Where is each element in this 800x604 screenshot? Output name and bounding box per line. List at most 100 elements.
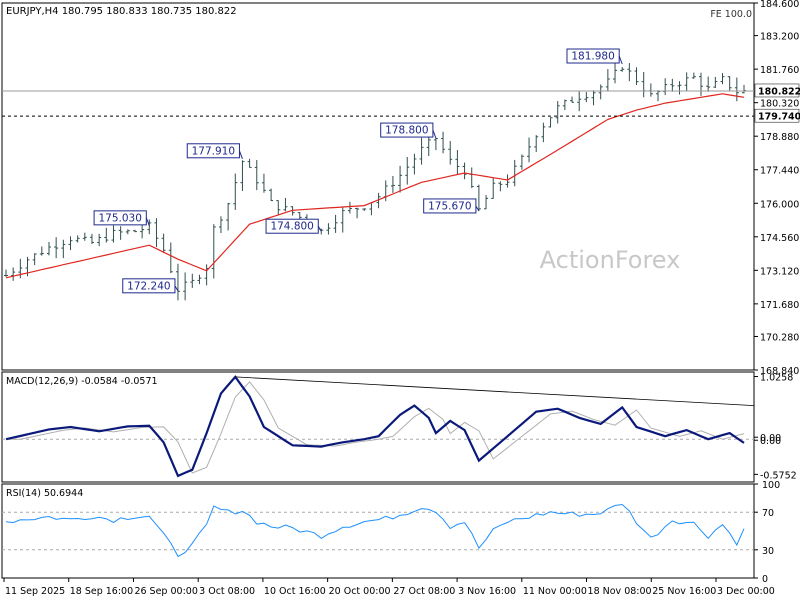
swing-label-text: 175.670 [428, 200, 471, 212]
price-bar [412, 153, 417, 175]
price-bar [97, 233, 102, 247]
price-bar [720, 73, 725, 85]
price-bar [269, 188, 274, 202]
price-bar [54, 237, 59, 259]
x-axis-tick-label: 3 Dec 00:00 [717, 586, 775, 597]
price-bar [405, 156, 410, 185]
x-axis-tick-label: 3 Oct 08:00 [199, 586, 255, 597]
y-axis-tick-label: 180.320 [760, 99, 799, 110]
macd-signal-line [6, 381, 745, 474]
swing-label: 181.980 [566, 48, 623, 65]
price-bar [519, 154, 524, 170]
price-bar [218, 216, 223, 234]
price-bar [663, 78, 668, 96]
y-axis-tick-label: 184.600 [760, 0, 799, 10]
price-bar [147, 219, 152, 235]
rsi-label: RSI(14) 50.6944 [6, 488, 83, 499]
price-bar [247, 158, 252, 168]
price-bar [82, 232, 87, 241]
rsi-line [5, 503, 745, 558]
price-bar [197, 274, 202, 285]
macd-trendline [235, 376, 755, 407]
main-pane-frame [1, 2, 755, 371]
swing-label-text: 174.800 [270, 221, 313, 233]
price-bar [505, 174, 510, 188]
support-level-tag: 179.740 [754, 108, 800, 123]
price-bar [211, 224, 216, 279]
price-bar [333, 214, 338, 233]
price-bar [598, 84, 603, 100]
price-bar [46, 241, 51, 256]
price-bar [691, 72, 696, 79]
price-bar [684, 72, 689, 91]
price-bar [283, 197, 288, 212]
price-bar [32, 253, 37, 266]
price-bar [441, 131, 446, 154]
swing-label: 175.670 [423, 198, 480, 214]
rsi-axis-tick-label: 0 [762, 574, 768, 585]
y-axis-tick-label: 170.280 [760, 332, 799, 343]
price-bar [584, 92, 589, 103]
y-axis-tick-label: 176.000 [760, 199, 799, 210]
swing-label-text: 177.910 [192, 145, 235, 157]
swing-label: 178.800 [380, 122, 437, 139]
price-bar [656, 90, 661, 102]
price-bar [362, 208, 367, 212]
price-bar [61, 239, 66, 259]
price-bar [276, 200, 281, 216]
price-bar [577, 91, 582, 112]
price-bar [570, 96, 575, 103]
price-bar [555, 101, 560, 124]
price-bar [390, 175, 395, 193]
price-bar [132, 229, 137, 233]
symbol-header: EURJPY,H4 180.795 180.833 180.735 180.82… [6, 6, 237, 17]
price-bar [734, 77, 739, 102]
y-axis-tick-label: 173.120 [760, 266, 799, 277]
price-bar [240, 160, 245, 191]
price-bar [398, 165, 403, 193]
price-bar [111, 225, 116, 243]
rsi-pane-frame [1, 483, 755, 579]
x-axis-tick-label: 10 Oct 16:00 [264, 586, 326, 597]
current-price-tag-text: 180.822 [758, 86, 800, 97]
swing-label-leader [432, 129, 437, 139]
price-bar [670, 78, 675, 92]
price-bar [627, 63, 632, 82]
swing-label: 174.800 [265, 218, 322, 234]
swing-label-text: 178.800 [385, 125, 428, 137]
macd-line [5, 375, 745, 478]
moving-average-line [5, 93, 745, 279]
price-bar [455, 150, 460, 175]
price-bar [727, 76, 732, 92]
price-bar [376, 192, 381, 209]
swing-label-text: 175.030 [98, 212, 141, 224]
macd-label: MACD(12,26,9) -0.0584 -0.0571 [6, 376, 158, 387]
price-bar [713, 76, 718, 88]
price-bar [104, 227, 109, 243]
x-axis-tick-label: 11 Sep 2025 [5, 586, 65, 597]
price-bar [254, 160, 259, 191]
swing-label: 172.240 [122, 278, 179, 294]
price-bar [183, 272, 188, 301]
price-bar [742, 84, 746, 94]
y-axis-tick-label: 178.880 [760, 132, 799, 143]
price-bar [326, 223, 331, 235]
price-bar [462, 162, 467, 180]
swing-label: 175.030 [93, 210, 150, 227]
price-bar [4, 269, 8, 277]
price-bar [419, 137, 424, 165]
price-bar [448, 141, 453, 165]
price-bar [175, 263, 180, 301]
price-bar [699, 72, 704, 96]
price-bar [706, 76, 711, 92]
price-bar [491, 177, 496, 199]
price-bar [161, 233, 166, 254]
macd-axis-tick-label: 0.00 [760, 433, 781, 444]
rsi-axis-tick-label: 30 [762, 546, 774, 557]
price-bar [476, 184, 481, 211]
swing-label-leader [475, 205, 480, 212]
price-bar [68, 236, 73, 251]
price-bar [233, 173, 238, 210]
swing-label-leader [317, 225, 322, 232]
price-bar [39, 246, 44, 256]
